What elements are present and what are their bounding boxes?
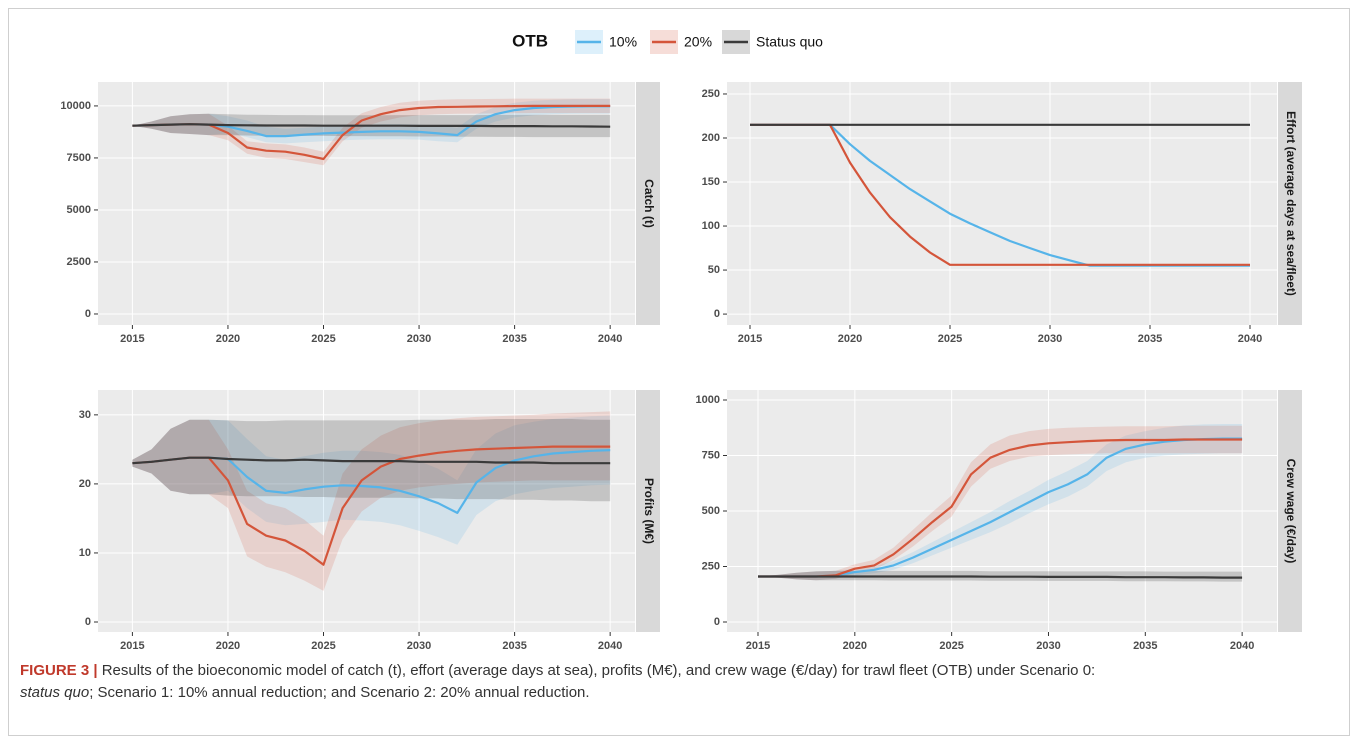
x-tick-label: 2025 [939, 640, 963, 652]
caption-label: FIGURE 3 | [20, 662, 98, 679]
y-tick-label: 2500 [67, 256, 91, 268]
x-tick-label: 2040 [1238, 333, 1262, 345]
y-tick-label: 30 [79, 409, 91, 421]
strip-background [636, 82, 660, 325]
x-tick-label: 2040 [1230, 640, 1254, 652]
series-line [750, 123, 1250, 266]
strip-background [1278, 82, 1302, 325]
y-tick-label: 50 [708, 264, 720, 276]
x-tick-label: 2025 [311, 333, 335, 345]
plot-background [98, 390, 635, 632]
x-tick-label: 2040 [598, 333, 622, 345]
y-tick-label: 10000 [60, 100, 91, 112]
x-tick-label: 2020 [216, 640, 240, 652]
y-tick-label: 10 [79, 547, 91, 559]
legend-label: 10% [609, 34, 637, 50]
x-tick-label: 2020 [216, 333, 240, 345]
x-tick-label: 2015 [738, 333, 762, 345]
y-tick-label: 200 [702, 132, 720, 144]
series-line [758, 438, 1243, 578]
confidence-band [758, 424, 1243, 581]
x-tick-label: 2040 [598, 640, 622, 652]
x-tick-label: 2025 [938, 333, 962, 345]
x-tick-label: 2030 [1038, 333, 1062, 345]
x-tick-label: 2035 [502, 640, 526, 652]
y-tick-label: 250 [702, 88, 720, 100]
series-line [132, 123, 611, 128]
x-tick-label: 2015 [120, 333, 144, 345]
y-tick-label: 100 [702, 220, 720, 232]
x-tick-label: 2020 [843, 640, 867, 652]
y-tick-label: 0 [85, 308, 91, 320]
series-line [758, 575, 1243, 579]
y-tick-label: 20 [79, 478, 91, 490]
series-line [132, 456, 611, 465]
plot-background [98, 82, 635, 325]
x-tick-label: 2035 [1138, 333, 1162, 345]
strip-label: Crew wage (€/day) [1284, 459, 1298, 564]
y-tick-label: 1000 [696, 394, 720, 406]
strip-label: Effort (average days at sea/fleet) [1284, 111, 1298, 296]
plot-background [727, 82, 1277, 325]
legend-label: Status quo [756, 34, 823, 50]
y-tick-label: 250 [702, 560, 720, 572]
caption-text-end: ; Scenario 1: 10% annual reduction; and … [89, 684, 590, 701]
strip-label: Profits (M€) [642, 478, 656, 544]
strip-background [1278, 390, 1302, 632]
x-tick-label: 2015 [120, 640, 144, 652]
caption-text: Results of the bioeconomic model of catc… [101, 662, 1096, 679]
y-tick-label: 750 [702, 449, 720, 461]
caption-emphasis: status quo [20, 684, 90, 701]
x-tick-label: 2015 [746, 640, 770, 652]
confidence-band [758, 425, 1243, 581]
strip-background [636, 390, 660, 632]
series-line [132, 445, 611, 566]
x-tick-label: 2035 [502, 333, 526, 345]
y-tick-label: 500 [702, 505, 720, 517]
series-line [132, 104, 611, 161]
legend-title: OTB [512, 31, 548, 50]
y-tick-label: 150 [702, 176, 720, 188]
y-tick-label: 0 [714, 308, 720, 320]
x-tick-label: 2030 [407, 640, 431, 652]
confidence-band [132, 411, 611, 591]
x-tick-label: 2025 [311, 640, 335, 652]
y-tick-label: 0 [714, 616, 720, 628]
strip-label: Catch (t) [642, 179, 656, 228]
y-tick-label: 7500 [67, 152, 91, 164]
x-tick-label: 2035 [1133, 640, 1157, 652]
y-tick-label: 0 [85, 616, 91, 628]
x-tick-label: 2020 [838, 333, 862, 345]
legend-label: 20% [684, 34, 712, 50]
caption: FIGURE 3 | Results of the bioeconomic mo… [20, 660, 1340, 704]
x-tick-label: 2030 [1036, 640, 1060, 652]
figure-frame [8, 8, 1350, 736]
x-tick-label: 2030 [407, 333, 431, 345]
y-tick-label: 5000 [67, 204, 91, 216]
